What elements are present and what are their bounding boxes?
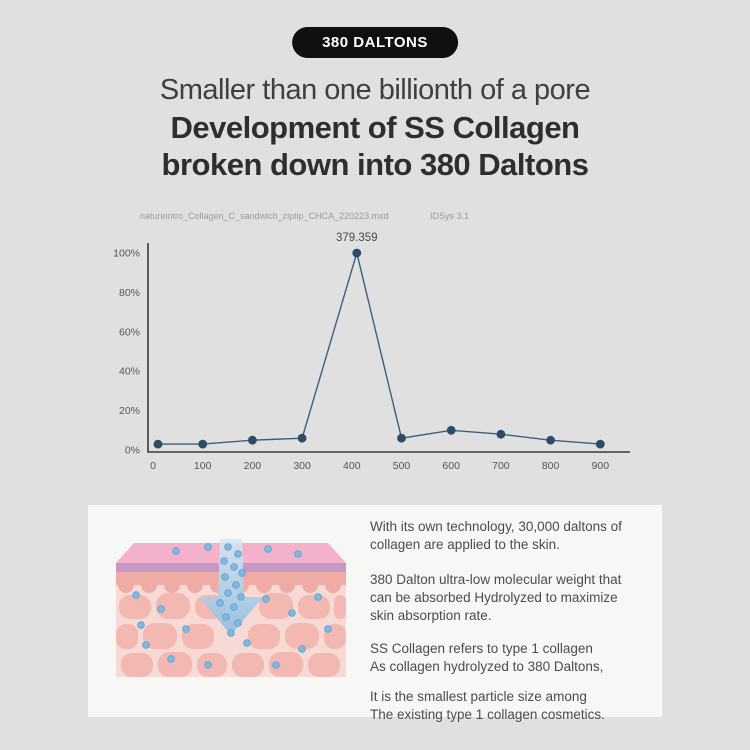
card-paragraph: 380 Dalton ultra-low molecular weight th… xyxy=(370,572,622,624)
card-paragraph: SS Collagen refers to type 1 collagen As… xyxy=(370,641,604,675)
page-subtitle: Smaller than one billionth of a pore xyxy=(159,74,591,106)
svg-text:60%: 60% xyxy=(119,326,140,338)
svg-text:0: 0 xyxy=(150,460,156,472)
info-card: With its own technology, 30,000 daltons … xyxy=(88,505,662,722)
daltons-badge: 380 DALTONS xyxy=(292,27,458,58)
svg-text:500: 500 xyxy=(393,460,411,472)
absorption-arrow xyxy=(199,539,263,635)
svg-text:80%: 80% xyxy=(119,287,140,299)
chart-system-label: IDSys 3.1 xyxy=(430,211,470,221)
svg-text:40%: 40% xyxy=(119,366,140,378)
chart-file-label: natureintro_Collagen_C_sandwich_ziptip_C… xyxy=(140,211,389,221)
svg-text:20%: 20% xyxy=(119,405,140,417)
svg-text:200: 200 xyxy=(244,460,262,472)
svg-text:600: 600 xyxy=(442,460,460,472)
collagen-particles xyxy=(132,543,332,669)
svg-text:300: 300 xyxy=(293,460,311,472)
skin-absorption-illustration xyxy=(116,539,346,677)
card-paragraph: With its own technology, 30,000 daltons … xyxy=(370,519,622,553)
mass-spectrum-chart: natureintro_Collagen_C_sandwich_ziptip_C… xyxy=(90,205,670,495)
svg-text:400: 400 xyxy=(343,460,361,472)
svg-text:379.359: 379.359 xyxy=(336,232,378,244)
card-text-column: With its own technology, 30,000 daltons … xyxy=(370,518,648,724)
svg-text:100: 100 xyxy=(194,460,212,472)
svg-text:0%: 0% xyxy=(125,445,140,457)
svg-text:900: 900 xyxy=(592,460,610,472)
line-chart-plot: 0% 20% 40% 60% 80% 100% 0 100 200 300 400 500 600 700… xyxy=(113,232,630,472)
page-title: Development of SS Collagen broken down i… xyxy=(161,110,589,182)
card-paragraph: It is the smallest particle size among T… xyxy=(370,688,605,722)
svg-text:700: 700 xyxy=(492,460,510,472)
svg-text:800: 800 xyxy=(542,460,560,472)
svg-text:100%: 100% xyxy=(113,248,140,260)
